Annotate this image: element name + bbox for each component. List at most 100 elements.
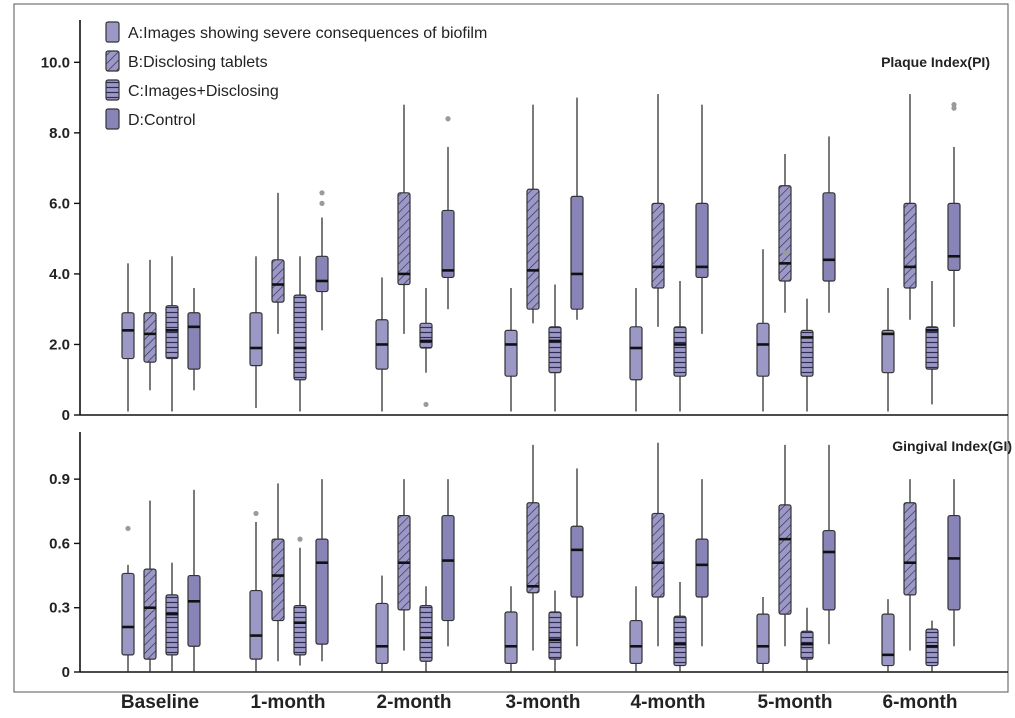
box-body: [756, 322, 770, 377]
box-body: [504, 329, 518, 377]
box-horizontal: [925, 280, 939, 405]
box-body: [673, 615, 687, 667]
box-body: [526, 188, 540, 310]
box-horizontal: [925, 620, 939, 672]
box-body: [947, 514, 961, 611]
box-body: [143, 568, 157, 660]
box-body: [315, 538, 329, 645]
box-body: [695, 538, 709, 598]
panel-title: Gingival Index(GI): [892, 438, 1012, 454]
box-diagonal: [651, 442, 665, 647]
box-body: [629, 619, 643, 665]
y-tick-label: 8.0: [49, 125, 70, 142]
y-tick-label: 10.0: [41, 54, 70, 71]
box-dark: [947, 479, 961, 647]
box-body: [925, 326, 939, 370]
outlier-point: [445, 116, 451, 122]
box-body: [881, 329, 895, 374]
box-dark: [822, 444, 836, 645]
outlier-point: [951, 102, 957, 108]
legend-label: B:Disclosing tablets: [128, 54, 268, 71]
box-horizontal: [165, 256, 179, 412]
outlier-point: [423, 401, 429, 408]
outlier-point: [782, 250, 788, 256]
y-tick-label: 0.9: [49, 471, 70, 488]
box-horizontal: [293, 256, 307, 412]
box-body: [293, 294, 307, 381]
box-diagonal: [271, 483, 285, 662]
box-body: [778, 504, 792, 615]
box-dark: [570, 97, 584, 320]
box-plain: [249, 256, 263, 408]
box-body: [315, 255, 329, 293]
box-dark: [695, 104, 709, 334]
box-body: [570, 195, 584, 310]
box-body: [249, 589, 263, 660]
box-plain: [121, 525, 135, 672]
box-diagonal: [526, 104, 540, 324]
legend: A:Images showing severe consequences of …: [105, 21, 487, 130]
box-diagonal: [143, 500, 157, 672]
box-body: [695, 202, 709, 279]
outlier-point: [319, 200, 325, 206]
outlier-point: [319, 190, 325, 196]
box-dark: [187, 288, 201, 391]
legend-label: D:Control: [128, 112, 196, 129]
box-horizontal: [800, 298, 814, 412]
box-body: [165, 594, 179, 656]
y-tick-label: 2.0: [49, 336, 70, 353]
box-diagonal: [526, 444, 540, 651]
box-body: [375, 602, 389, 665]
box-body: [504, 611, 518, 665]
box-body: [903, 502, 917, 596]
box-horizontal: [419, 586, 433, 672]
y-tick-label: 0: [62, 664, 70, 681]
box-plain: [375, 575, 389, 672]
box-body: [143, 312, 157, 363]
box-body: [570, 525, 584, 598]
box-diagonal: [143, 259, 157, 391]
box-diagonal: [903, 94, 917, 320]
box-horizontal: [419, 288, 433, 408]
box-body: [441, 514, 455, 622]
box-body: [822, 529, 836, 611]
box-plain: [629, 586, 643, 672]
outlier-point: [297, 536, 303, 542]
box-plain: [504, 586, 518, 672]
box-body: [187, 574, 201, 647]
x-category-label: 3-month: [506, 692, 581, 713]
box-dark: [441, 116, 455, 310]
y-tick-label: 0: [62, 407, 70, 424]
box-body: [419, 322, 433, 349]
box-dark: [315, 190, 329, 331]
figure-frame: [13, 3, 1009, 693]
box-body: [548, 611, 562, 660]
x-category-label: Baseline: [121, 692, 199, 713]
box-plain: [629, 288, 643, 412]
x-category-label: 4-month: [631, 692, 706, 713]
x-category-label: 2-month: [377, 692, 452, 713]
y-tick-label: 0.6: [49, 535, 70, 552]
box-diagonal: [651, 94, 665, 327]
box-body: [947, 202, 961, 272]
box-diagonal: [778, 154, 792, 313]
gingival-index-panel: 0 0.3 0.6 0.9 Gingival Index(GI): [49, 432, 1012, 681]
box-body: [441, 209, 455, 279]
outer-border: [13, 3, 1009, 693]
outlier-point: [125, 525, 131, 532]
box-horizontal: [800, 607, 814, 672]
box-body: [629, 326, 643, 381]
box-body: [271, 259, 285, 303]
box-body: [903, 202, 917, 289]
box-dark: [570, 468, 584, 647]
box-dark: [695, 479, 709, 647]
x-category-label: 1-month: [251, 692, 326, 713]
legend-label: C:Images+Disclosing: [128, 83, 279, 100]
box-body: [271, 538, 285, 622]
box-body: [881, 613, 895, 667]
box-body: [800, 329, 814, 377]
legend-swatch: [105, 21, 120, 43]
box-dark: [315, 479, 329, 662]
box-plain: [121, 263, 135, 412]
